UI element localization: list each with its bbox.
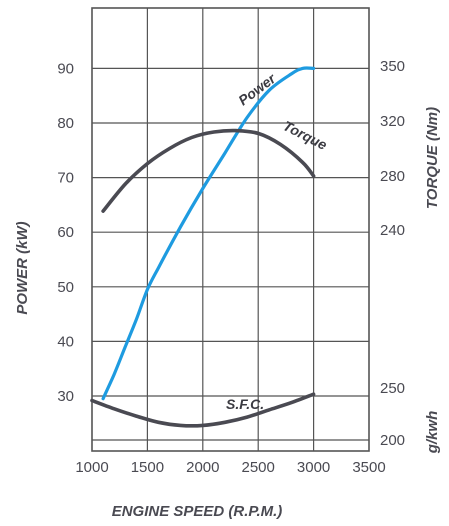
power-tick-label: 40 [57, 333, 74, 350]
torque-tick-label: 320 [380, 113, 405, 130]
x-tick-label: 1000 [75, 459, 108, 476]
x-tick-label: 1500 [131, 459, 164, 476]
x-tick-label: 2500 [242, 459, 275, 476]
chart-labels: ENGINE SPEED (R.P.M.) POWER (kW) TORQUE … [14, 69, 441, 520]
torque-tick-label: 280 [380, 168, 405, 185]
power-tick-label: 70 [57, 170, 74, 187]
power-tick-label: 30 [57, 388, 74, 405]
y-axis-title-power: POWER (kW) [14, 221, 31, 314]
torque-tick-label: 240 [380, 222, 405, 239]
series-line-power [101, 66, 316, 401]
y-axis-title-torque: TORQUE (Nm) [424, 107, 441, 209]
power-tick-label: 50 [57, 279, 74, 296]
chart-series [90, 66, 316, 428]
series-line-sfc [90, 392, 316, 428]
sfc-tick-label: 200 [380, 432, 405, 449]
plot-frame [91, 7, 370, 452]
x-tick-label: 3000 [297, 459, 330, 476]
series-label-sfc: S.F.C. [226, 396, 264, 412]
chart-ticks: 1000 1500 2000 2500 3000 3500 30 40 50 60 70 80 90 24… [57, 58, 405, 476]
sfc-tick-label: 250 [380, 380, 405, 397]
x-axis-title: ENGINE SPEED (R.P.M.) [112, 503, 283, 520]
power-tick-label: 90 [57, 60, 74, 77]
x-tick-label: 3500 [352, 459, 385, 476]
torque-tick-label: 350 [380, 58, 405, 75]
series-line-torque [101, 128, 316, 213]
power-tick-label: 80 [57, 115, 74, 132]
power-tick-label: 60 [57, 224, 74, 241]
x-tick-label: 2000 [186, 459, 219, 476]
y-axis-title-sfc: g/kwh [424, 411, 441, 455]
chart-grid [91, 7, 370, 452]
